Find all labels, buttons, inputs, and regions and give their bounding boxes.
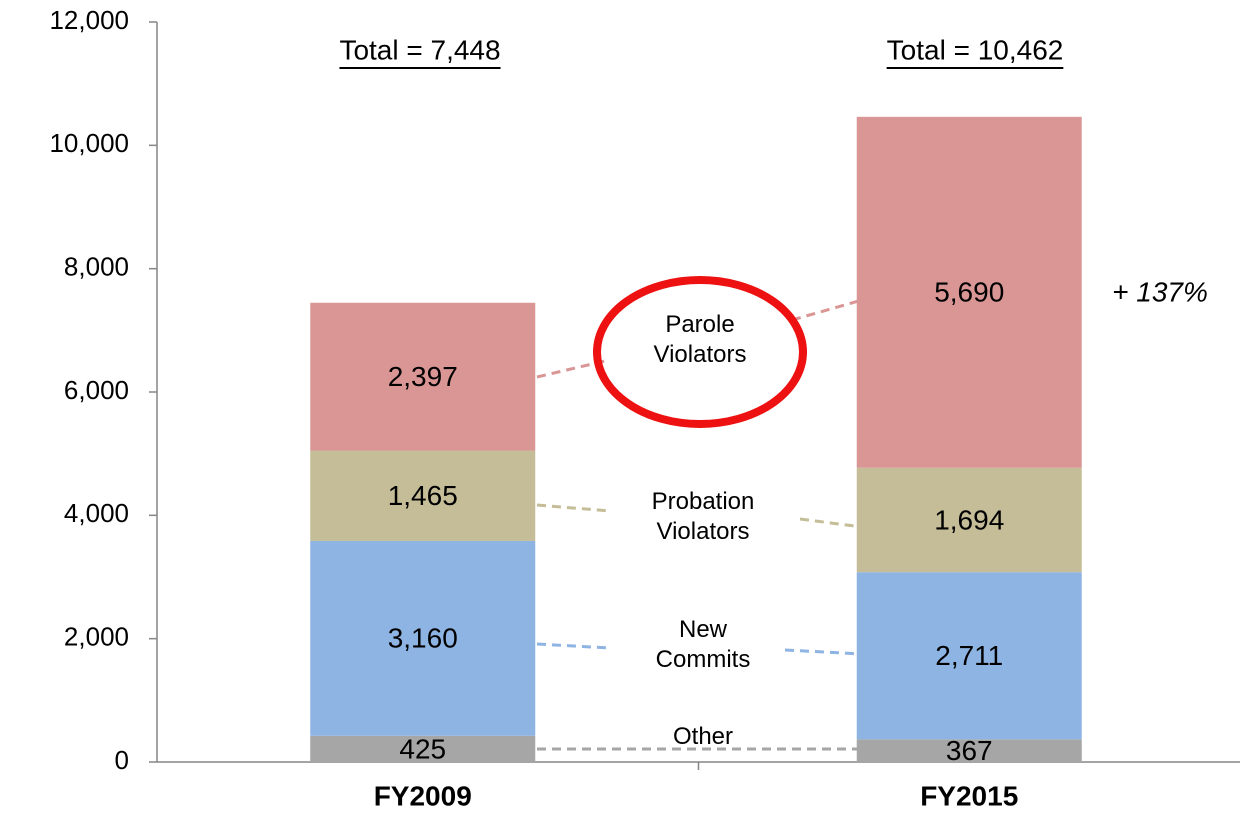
highlight-circle [593,276,807,428]
y-tick-label: 4,000 [64,498,129,528]
y-tick-label: 2,000 [64,622,129,652]
connector [791,298,863,322]
value-label: 1,465 [388,480,458,511]
annotation: Total = 7,448 [339,34,500,65]
value-label: 1,694 [934,504,1004,535]
bar-segment [310,450,536,541]
y-tick-label: 10,000 [49,128,129,158]
y-tick-label: 8,000 [64,252,129,282]
y-tick-label: 12,000 [49,5,129,35]
bar-segment [856,739,1082,762]
value-label: 2,711 [935,640,1003,671]
connector [536,642,611,650]
bar-segment [310,302,536,451]
value-label: 5,690 [934,277,1004,308]
value-label: 2,397 [388,361,458,392]
x-tick-label: FY2009 [374,780,472,811]
bar-segment [310,540,536,736]
legend-label: Other [672,723,734,750]
bar-segment [310,735,536,762]
connector [799,517,863,529]
value-label: 425 [399,733,446,764]
connector [536,503,611,513]
connector [784,648,863,656]
value-label: 3,160 [388,623,458,654]
legend-label: Parole Violators [653,311,747,368]
bar-segment [856,572,1082,740]
connectors [536,298,863,751]
value-label: 367 [946,735,993,766]
bar-segment [856,467,1082,573]
y-tick-label: 0 [115,745,129,775]
x-tick-label: FY2015 [920,780,1018,811]
connector [536,359,606,379]
legend-label: Probation Violators [651,488,755,545]
annotation: + 137% [1112,276,1208,307]
bar-segment [856,116,1082,468]
annotation: Total = 10,462 [887,34,1064,65]
legend-label: New Commits [655,616,751,673]
y-tick-label: 6,000 [64,375,129,405]
